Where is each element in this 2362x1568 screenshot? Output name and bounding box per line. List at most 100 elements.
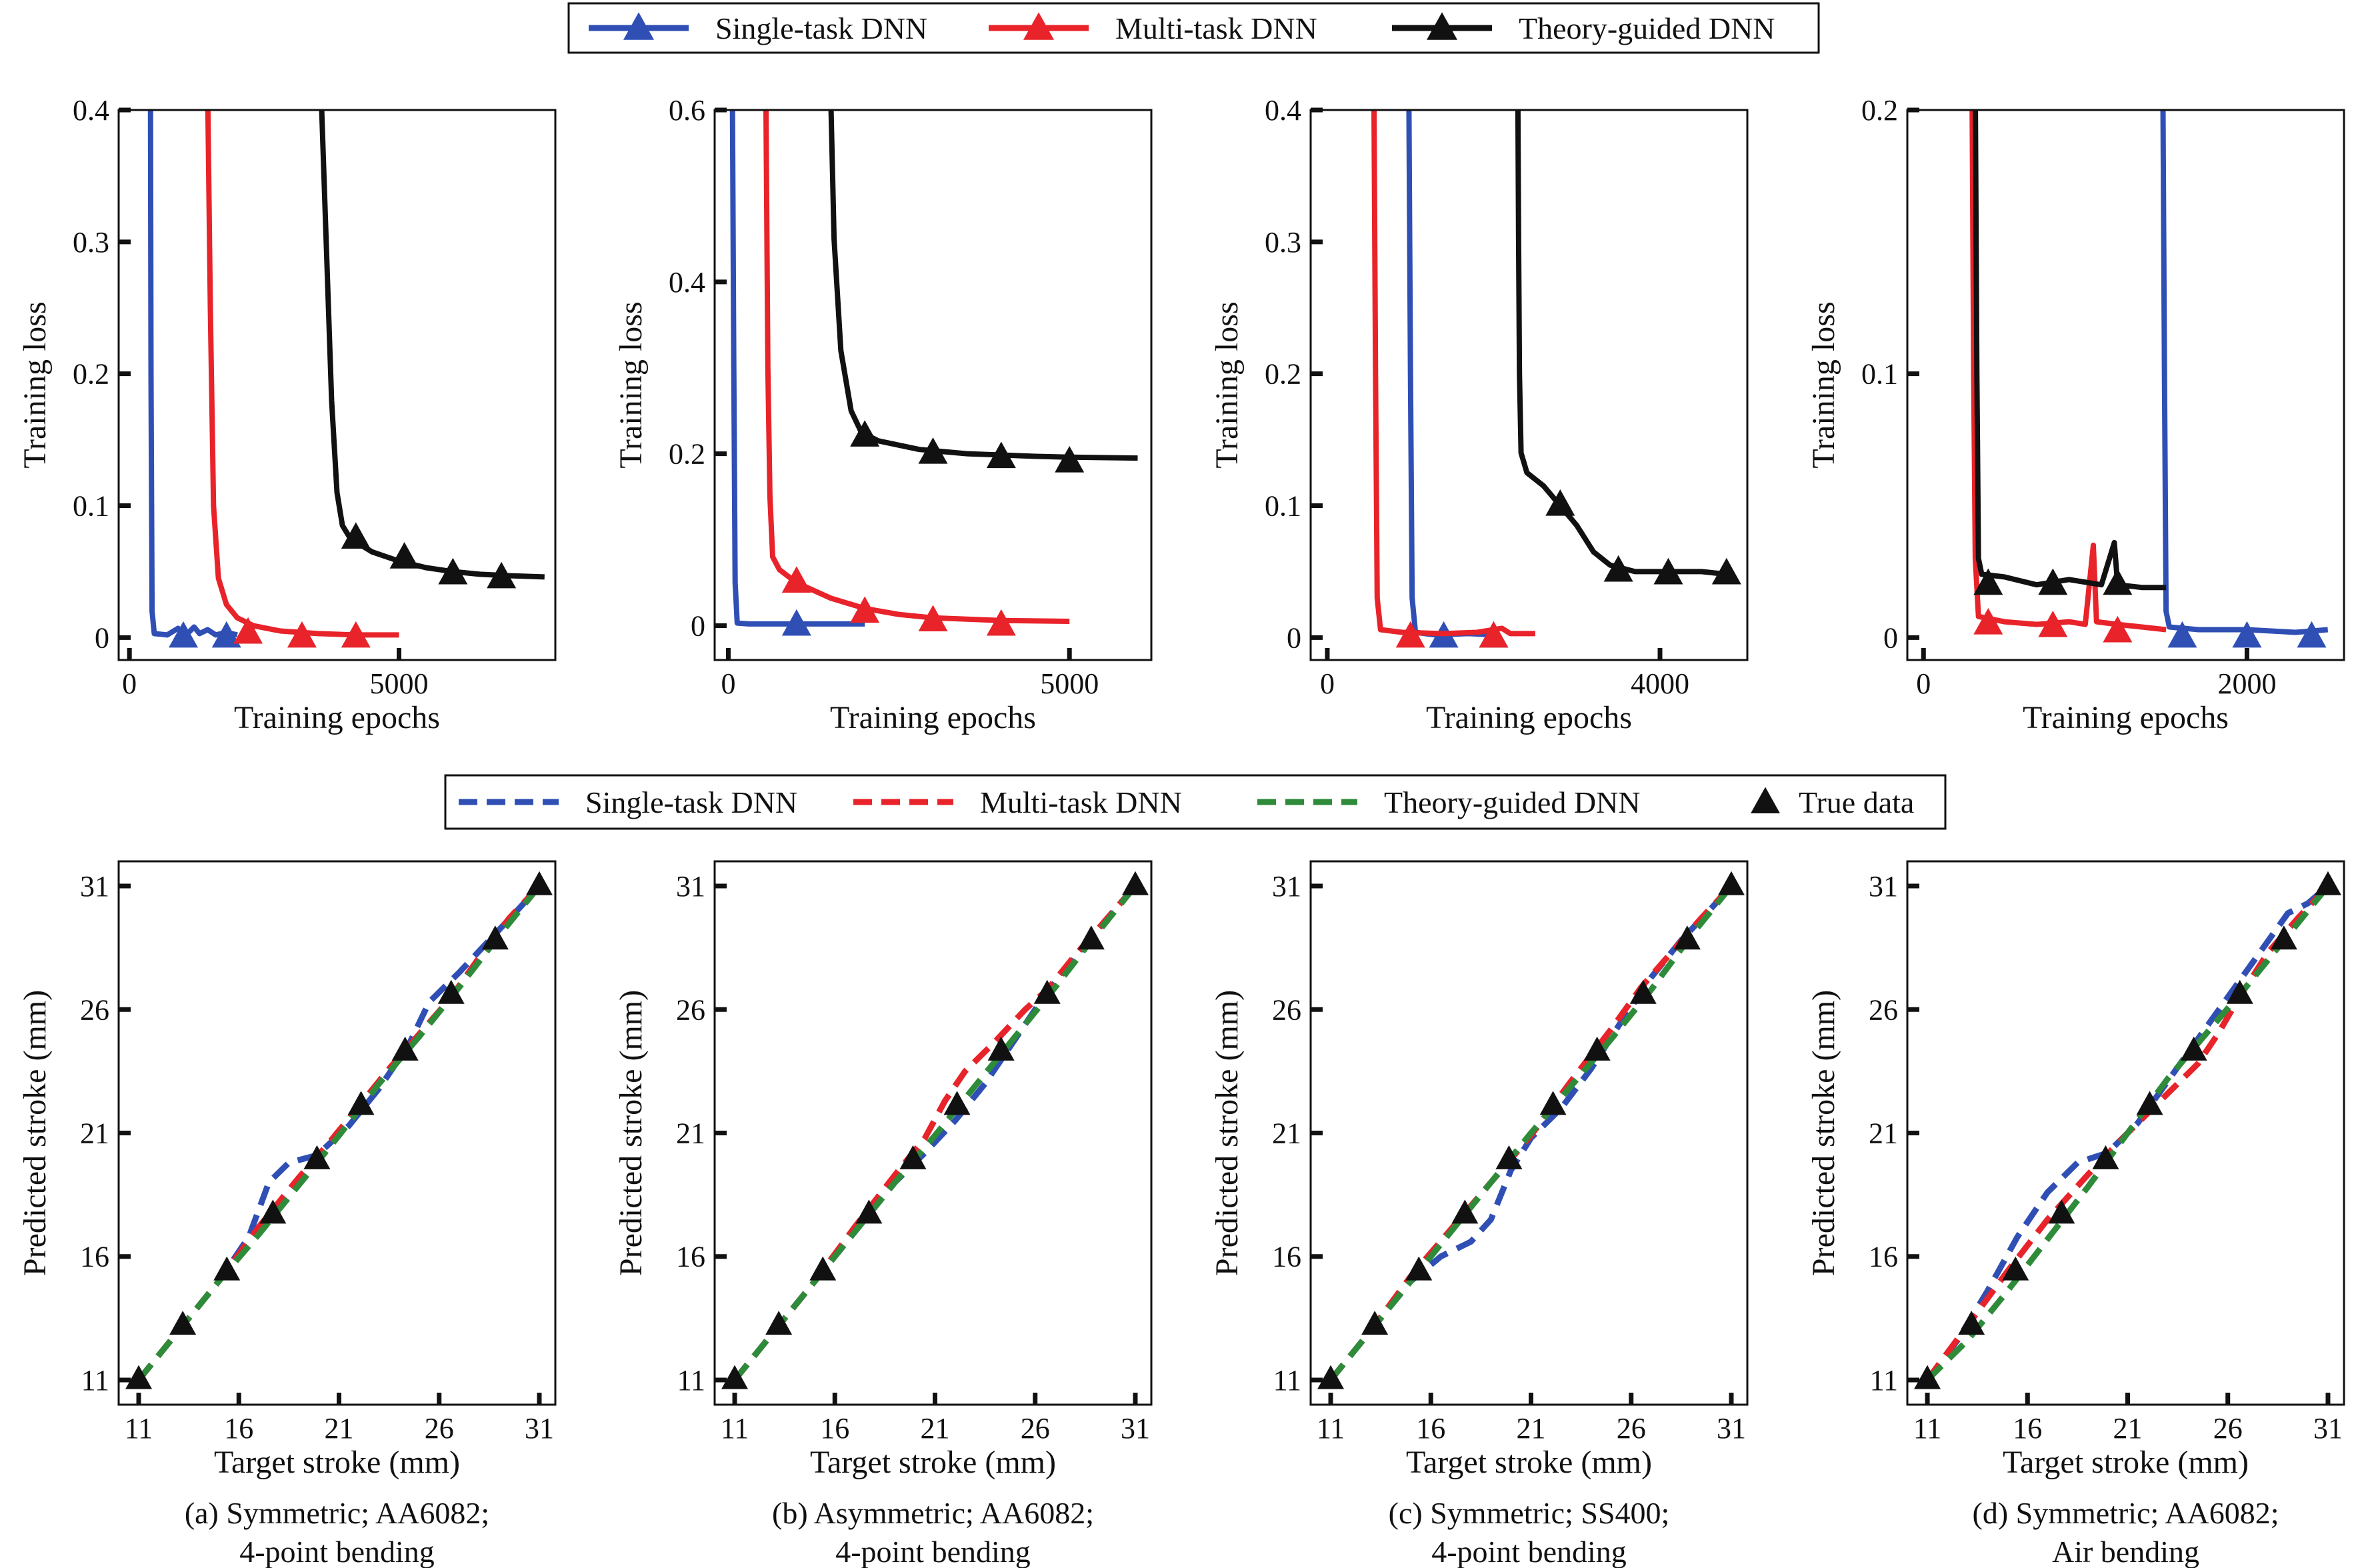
legend-top: Single-task DNN Multi-task DNN Theory-guid… bbox=[567, 2, 1820, 54]
x-tick-label: 31 bbox=[1121, 1412, 1150, 1445]
true-data-marker bbox=[855, 1199, 883, 1224]
x-tick-label: 0 bbox=[1916, 667, 1931, 700]
true-data-marker bbox=[943, 1091, 971, 1115]
y-tick-label: 0.2 bbox=[669, 438, 705, 471]
x-tick-label: 31 bbox=[525, 1412, 554, 1445]
y-axis-label: Training loss bbox=[1209, 301, 1245, 468]
marker-theory bbox=[1653, 557, 1683, 585]
true-data-marker bbox=[1717, 871, 1745, 895]
y-tick-label: 0.3 bbox=[73, 226, 109, 259]
y-tick-label: 21 bbox=[1272, 1117, 1301, 1150]
y-tick-label: 31 bbox=[1272, 870, 1301, 903]
y-tick-label: 26 bbox=[1272, 993, 1301, 1026]
series-line-theory bbox=[1973, 110, 2167, 591]
true-data-marker bbox=[1077, 925, 1105, 950]
true-data-marker bbox=[1495, 1145, 1523, 1169]
marker-theory bbox=[2103, 568, 2133, 595]
marker-multi bbox=[2103, 615, 2133, 643]
y-tick-label: 31 bbox=[1869, 870, 1898, 903]
legend-label: Theory-guided DNN bbox=[1519, 11, 1775, 45]
marker-single bbox=[2232, 621, 2262, 648]
true-data-marker bbox=[2136, 1091, 2163, 1115]
y-axis-label: Predicted stroke (mm) bbox=[1806, 990, 1841, 1276]
marker-multi bbox=[850, 596, 880, 623]
marker-multi bbox=[1973, 608, 2003, 635]
y-tick-label: 0.1 bbox=[1861, 358, 1898, 391]
legend-label: Single-task DNN bbox=[715, 11, 927, 45]
caption-line-1: (a) Symmetric; AA6082; bbox=[185, 1496, 489, 1530]
legend-marker-theory bbox=[1427, 12, 1457, 40]
y-tick-label: 16 bbox=[676, 1241, 705, 1273]
marker-theory bbox=[1603, 555, 1633, 582]
marker-theory bbox=[487, 561, 517, 589]
plot-area bbox=[732, 884, 1138, 1382]
x-tick-label: 5000 bbox=[369, 667, 428, 700]
true-data-marker bbox=[1317, 1365, 1345, 1389]
x-tick-label: 16 bbox=[2013, 1412, 2042, 1445]
panel-pred-a: 11 16 21 26 31 11 16 21 26 31 Target stroke (mm) Pr… bbox=[17, 860, 557, 1480]
y-axis-label: Predicted stroke (mm) bbox=[1209, 990, 1245, 1276]
y-tick-label: 0 bbox=[1883, 621, 1898, 654]
y-tick-label: 31 bbox=[676, 870, 705, 903]
x-axis-label: Training epochs bbox=[1426, 700, 1632, 735]
y-tick-label: 11 bbox=[81, 1364, 109, 1397]
true-data-marker bbox=[809, 1256, 837, 1281]
plot-frame bbox=[1906, 109, 2345, 661]
legend-marker-multi bbox=[1023, 12, 1054, 40]
series-line-single bbox=[1406, 110, 1494, 638]
true-data-marker bbox=[481, 925, 509, 950]
true-data-marker bbox=[525, 871, 553, 895]
marker-single bbox=[2167, 621, 2197, 648]
x-tick-label: 0 bbox=[122, 667, 137, 700]
y-tick-label: 16 bbox=[1869, 1241, 1898, 1273]
true-data-marker bbox=[347, 1091, 375, 1115]
y-tick-label: 0 bbox=[691, 609, 705, 642]
true-data-marker bbox=[1958, 1311, 1985, 1335]
x-axis-label: Target stroke (mm) bbox=[2003, 1445, 2249, 1480]
series-line-single bbox=[147, 110, 238, 638]
panels: 0 0.1 0.2 0.3 0.4 0 5000 Training epochs Trainin… bbox=[17, 94, 2345, 1480]
marker-multi bbox=[233, 617, 263, 644]
series-line-single bbox=[1925, 883, 2330, 1382]
y-tick-label: 0.1 bbox=[1265, 490, 1301, 523]
y-tick-label: 0 bbox=[95, 621, 109, 654]
x-tick-label: 11 bbox=[721, 1412, 749, 1445]
series-line-single bbox=[136, 883, 542, 1382]
y-tick-label: 0.6 bbox=[669, 94, 705, 127]
true-data-marker bbox=[391, 1036, 419, 1061]
true-data-marker bbox=[2226, 979, 2253, 1004]
series-line-theory bbox=[828, 110, 1138, 461]
y-tick-label: 0.4 bbox=[73, 94, 109, 127]
legend-label: True data bbox=[1799, 785, 1914, 819]
caption-line-1: (d) Symmetric; AA6082; bbox=[1973, 1496, 2279, 1530]
caption-line-2: 4-point bending bbox=[239, 1535, 435, 1568]
y-tick-label: 11 bbox=[1870, 1364, 1898, 1397]
series-line-multi bbox=[205, 110, 399, 638]
y-tick-label: 0.2 bbox=[1861, 94, 1898, 127]
series-line-theory_pred bbox=[1328, 884, 1734, 1382]
x-axis-label: Target stroke (mm) bbox=[214, 1445, 460, 1480]
caption-line-2: 4-point bending bbox=[1431, 1535, 1627, 1568]
y-tick-label: 0.2 bbox=[1265, 358, 1301, 391]
series-line-theory_pred bbox=[732, 884, 1138, 1382]
legend-marker-true bbox=[1751, 787, 1780, 814]
x-axis-label: Target stroke (mm) bbox=[1406, 1445, 1652, 1480]
true-data-marker bbox=[1121, 871, 1149, 895]
true-data-marker bbox=[899, 1145, 927, 1169]
legend-marker-single bbox=[623, 12, 654, 40]
plot-frame bbox=[713, 860, 1153, 1406]
legend-bottom: Single-task DNN Multi-task DNN Theory-guid… bbox=[444, 774, 1947, 830]
y-tick-label: 0.4 bbox=[669, 266, 705, 299]
x-tick-label: 0 bbox=[1320, 667, 1335, 700]
marker-theory bbox=[438, 557, 468, 585]
legend-label: Theory-guided DNN bbox=[1384, 785, 1641, 819]
y-tick-label: 16 bbox=[80, 1241, 109, 1273]
y-tick-label: 0.4 bbox=[1265, 94, 1301, 127]
y-tick-label: 16 bbox=[1272, 1241, 1301, 1273]
x-tick-label: 26 bbox=[1021, 1412, 1050, 1445]
x-tick-label: 31 bbox=[2313, 1412, 2343, 1445]
true-data-marker bbox=[987, 1036, 1015, 1061]
series-line-multi bbox=[1969, 110, 2167, 633]
